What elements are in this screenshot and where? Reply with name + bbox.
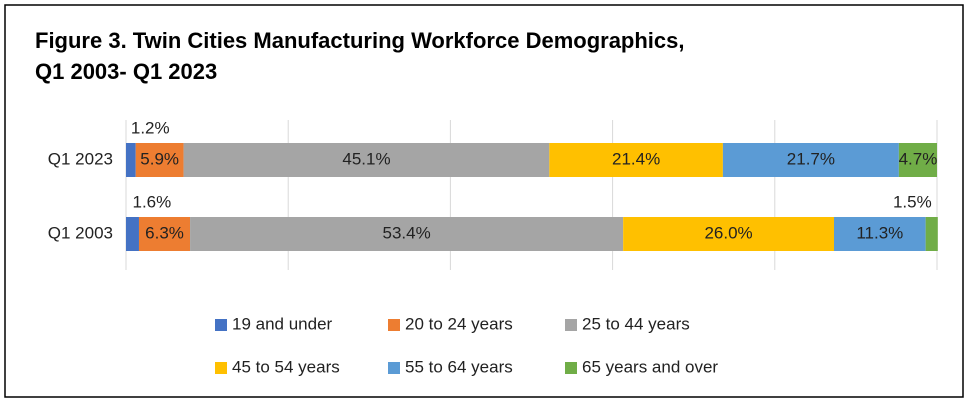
- legend-swatch: [565, 319, 577, 331]
- legend-label: 25 to 44 years: [582, 314, 690, 333]
- data-label: 1.2%: [131, 118, 170, 137]
- chart-title: Q1 2003- Q1 2023: [35, 59, 217, 84]
- bar-segment: [183, 143, 550, 177]
- bar-segment: [138, 217, 191, 251]
- data-label: 21.7%: [787, 149, 835, 168]
- legend-swatch: [215, 362, 227, 374]
- bar-segment: [925, 217, 938, 251]
- data-label: 53.4%: [383, 223, 431, 242]
- bar-segment: [126, 217, 139, 251]
- chart-border: [4, 4, 964, 398]
- y-tick-label: Q1 2003: [48, 223, 113, 242]
- chart-title: Figure 3. Twin Cities Manufacturing Work…: [35, 28, 685, 53]
- data-label: 45.1%: [342, 149, 390, 168]
- data-label: 21.4%: [612, 149, 660, 168]
- data-label: 1.6%: [132, 192, 171, 211]
- data-label: 4.7%: [899, 149, 938, 168]
- legend-swatch: [565, 362, 577, 374]
- legend-label: 20 to 24 years: [405, 314, 513, 333]
- legend-swatch: [215, 319, 227, 331]
- y-tick-label: Q1 2023: [48, 149, 113, 168]
- data-label: 1.5%: [893, 192, 932, 211]
- bar-segment: [898, 143, 937, 177]
- data-label: 5.9%: [140, 149, 179, 168]
- data-label: 6.3%: [145, 223, 184, 242]
- legend-label: 19 and under: [232, 314, 333, 333]
- bar-segment: [549, 143, 723, 177]
- bar-segment: [135, 143, 184, 177]
- bar-segment: [126, 143, 136, 177]
- bar-segment: [834, 217, 926, 251]
- bar-segment: [623, 217, 835, 251]
- data-label: 11.3%: [856, 223, 903, 242]
- legend-label: 55 to 64 years: [405, 357, 513, 376]
- legend-swatch: [388, 319, 400, 331]
- legend-label: 65 years and over: [582, 357, 718, 376]
- legend-label: 45 to 54 years: [232, 357, 340, 376]
- bar-segment: [722, 143, 899, 177]
- legend-swatch: [388, 362, 400, 374]
- data-label: 26.0%: [704, 223, 752, 242]
- bar-segment: [190, 217, 624, 251]
